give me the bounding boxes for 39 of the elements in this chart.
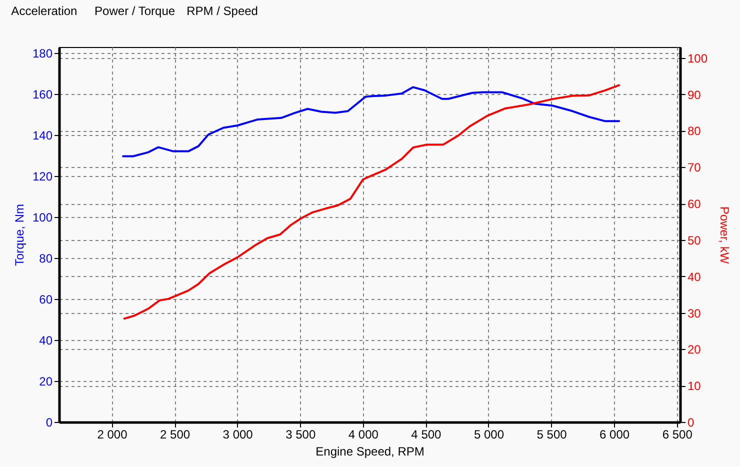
y-tick-label: 120 [32, 170, 53, 184]
y-tick-label: 180 [32, 46, 53, 61]
y2-tick-label: 50 [688, 233, 702, 248]
y2-tick-label: 70 [688, 160, 702, 175]
y-tick-label: 0 [46, 416, 53, 430]
y2-tick-label: 100 [688, 51, 708, 66]
x-tick-label: 3 500 [286, 428, 316, 442]
y2-tick-label: 20 [688, 342, 702, 357]
y2-tick-label: 30 [688, 306, 702, 320]
y-tick-label: 160 [32, 88, 53, 102]
x-tick-label: 5 500 [536, 428, 568, 442]
text: Acceleration [11, 4, 78, 18]
x-tick-label: 2 500 [160, 428, 190, 442]
y2-tick-label: 0 [688, 416, 694, 430]
y2-tick-label: 10 [688, 379, 702, 394]
x-tick-label: 4 000 [348, 428, 379, 442]
x-tick-label: 2 000 [97, 428, 128, 442]
y-tick-label: 80 [39, 252, 53, 266]
line-series [122, 86, 620, 158]
y-tick-label: 20 [39, 374, 53, 389]
x-tick-label: 6 000 [600, 428, 630, 442]
x-tick-label: 4 500 [411, 428, 442, 442]
y2-tick-label: 90 [688, 88, 702, 102]
line-series [123, 84, 620, 320]
y-tick-label: 40 [39, 334, 53, 348]
y2-axis-title: Power, kW [718, 206, 732, 264]
x-tick-label: 5 000 [474, 428, 504, 442]
y-tick-label: 60 [39, 292, 53, 307]
y-tick-label: 100 [32, 210, 53, 225]
y2-tick-label: 80 [688, 124, 702, 138]
y2-tick-label: 60 [688, 197, 702, 212]
text: RPM / Speed [186, 4, 258, 18]
text: Power / Torque [94, 4, 176, 18]
y-tick-label: 140 [32, 128, 53, 143]
x-tick-label: 6 500 [662, 428, 693, 442]
y2-tick-label: 40 [688, 270, 702, 284]
x-tick-label: 3 000 [222, 428, 254, 442]
x-axis-title: Engine Speed, RPM [316, 444, 424, 458]
y-axis-title: Torque, Nm [12, 204, 26, 266]
